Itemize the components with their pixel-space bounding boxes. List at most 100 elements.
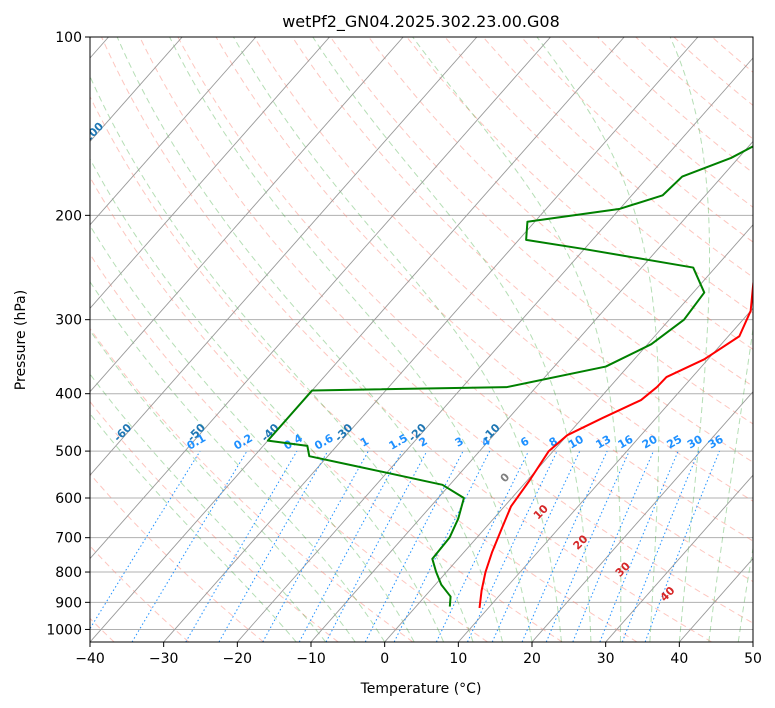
dry-adiabat [177, 37, 753, 583]
x-tick-label: 20 [523, 651, 541, 667]
mixing-ratio-line [572, 450, 654, 642]
dry-adiabat [90, 253, 488, 642]
isotherm-label: -30 [332, 421, 355, 444]
isotherm-line [90, 37, 257, 226]
mixing-ratio-line [521, 450, 608, 642]
dry-adiabat [139, 37, 753, 624]
moist-adiabat-label: 40 [658, 584, 678, 604]
isotherm-label: -100 [78, 119, 107, 148]
moist-adiabat [90, 224, 415, 642]
mixing-ratio-line [185, 450, 298, 642]
dry-adiabat [635, 37, 753, 140]
y-tick-label: 900 [55, 595, 82, 611]
mixing-ratio-line [435, 450, 530, 642]
moist-adiabat [90, 373, 327, 642]
isotherm-line [310, 140, 753, 642]
isotherm-line [90, 37, 404, 393]
y-tick-label: 500 [55, 444, 82, 460]
isotherm-label: -70 [38, 421, 61, 444]
x-tick-label: 30 [597, 651, 615, 667]
moist-adiabat [169, 37, 533, 642]
mixing-ratio-line [131, 450, 248, 642]
dry-adiabat [520, 37, 753, 243]
isotherm-line [90, 37, 551, 560]
mixing-ratio-label: 20 [640, 432, 660, 451]
dry-adiabat [90, 327, 414, 642]
dry-adiabat [90, 473, 264, 642]
mixing-ratio-lines [90, 450, 720, 642]
dry-adiabat [90, 95, 638, 642]
isotherm-label: -60 [111, 421, 134, 444]
mixing-ratio-line [298, 450, 403, 642]
moist-adiabat-label: 20 [571, 532, 591, 552]
isotherm-line [384, 224, 753, 642]
x-tick-label: −10 [296, 651, 326, 667]
moist-adiabat [708, 325, 753, 642]
mixing-ratio-line [467, 450, 558, 642]
moist-adiabat [90, 280, 386, 642]
y-tick-label: 300 [55, 313, 82, 329]
moist-adiabat-label: 30 [613, 559, 633, 579]
pressure-gridlines [90, 37, 753, 630]
dry-adiabat [253, 37, 753, 502]
mixing-ratio-line [262, 450, 369, 642]
dry-adiabat [215, 37, 753, 542]
dry-adiabat [673, 37, 753, 107]
mixing-ratio-label: 13 [594, 433, 614, 452]
isotherm-line [90, 37, 478, 476]
mixing-ratio-line [491, 450, 581, 642]
isotherm-line [605, 474, 753, 642]
isotherm-line [752, 641, 753, 642]
y-tick-label: 600 [55, 491, 82, 507]
moist-adiabat-label: 0 [498, 470, 513, 485]
y-tick-label: 800 [55, 565, 82, 581]
y-tick-label: 1000 [46, 622, 82, 638]
x-tick-label: −30 [149, 651, 179, 667]
plot-frame [89, 36, 754, 643]
isotherm-line [90, 37, 330, 309]
mixing-ratio-line [218, 450, 329, 642]
dewpoint-trace [266, 145, 753, 607]
x-tick-label: 40 [670, 651, 688, 667]
x-axis: −40 −30 −20 −10 0 10 20 30 40 50 [75, 642, 762, 667]
isotherm-line [163, 37, 699, 642]
moist-adiabat-label: 10 [531, 502, 551, 522]
temperature-trace [478, 280, 753, 609]
mixing-ratio-label: 6 [518, 434, 531, 449]
dry-adiabat [749, 37, 753, 41]
mixing-ratio-line [599, 450, 679, 642]
y-tick-label: 700 [55, 531, 82, 547]
isotherm-line [457, 307, 753, 642]
isopleth-labels: 0.1 0.2 0.4 0.6 1 1.5 2 3 4 6 8 10 13 16 20 25 30 36-100-… [38, 119, 726, 604]
dry-adiabat [482, 37, 753, 278]
moist-adiabat [90, 75, 474, 642]
dry-adiabat [330, 37, 753, 425]
mixing-ratio-line [90, 450, 201, 630]
dry-adiabat [101, 37, 712, 642]
dry-adiabat [368, 37, 753, 387]
x-tick-label: −40 [75, 651, 105, 667]
isotherm-line [90, 37, 183, 143]
mixing-ratio-label: 36 [706, 432, 726, 451]
x-tick-label: 10 [449, 651, 467, 667]
dry-adiabat [597, 37, 753, 174]
moist-adiabat [116, 37, 504, 642]
moist-adiabat [90, 157, 445, 642]
isotherm-line [531, 391, 753, 642]
x-axis-label: Temperature (°C) [360, 681, 482, 697]
x-tick-label: 0 [380, 651, 389, 667]
isotherms [90, 37, 753, 642]
moist-adiabat [312, 37, 592, 642]
isotherm-line [236, 57, 753, 642]
isotherm-label: -90 [66, 222, 89, 245]
y-axis-label: Pressure (hPa) [13, 290, 29, 390]
dry-adiabat [559, 37, 753, 208]
mixing-ratio-line [621, 450, 700, 642]
y-tick-label: 100 [55, 30, 82, 46]
chart-title: wetPf2_GN04.2025.302.23.00.G08 [282, 12, 560, 32]
dry-adiabat [90, 176, 563, 642]
dry-adiabat [444, 37, 753, 314]
moist-adiabat [233, 37, 562, 642]
isotherm-line [90, 37, 625, 642]
